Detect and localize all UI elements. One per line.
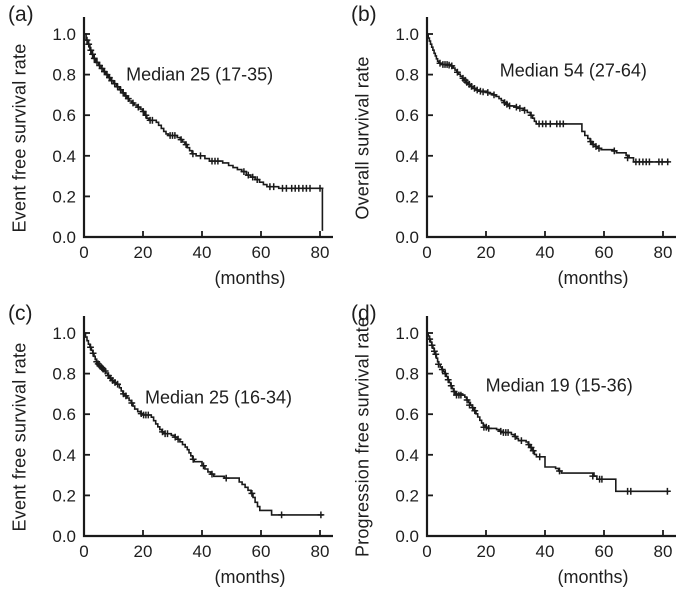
x-tick-label: 60: [595, 542, 614, 561]
censor-marks: [87, 343, 325, 519]
y-tick-label: 0.0: [395, 228, 419, 247]
axes: [82, 17, 333, 239]
panel-label: (a): [8, 3, 34, 26]
x-axis-title: (months): [214, 567, 286, 587]
median-annotation: Median 25 (17-35): [126, 64, 274, 85]
km-plot-a: 0.0 0.2 0.4 0.6 0.8 1.0 0 20 40 60 80: [52, 17, 333, 262]
y-tick-label: 0.4: [52, 147, 76, 166]
y-tick-label: 0.2: [52, 486, 76, 505]
y-axis-title: Event free survival rate: [9, 43, 30, 233]
x-tick-label: 40: [536, 243, 555, 262]
y-tick-label: 0.8: [52, 365, 76, 384]
x-tick-label: 20: [477, 243, 496, 262]
censor-marks: [436, 59, 672, 166]
x-tick-label: 0: [79, 542, 88, 561]
y-axis-title: Progression free survival rate: [352, 316, 373, 558]
x-tick-label: 60: [252, 243, 271, 262]
median-annotation: Median 19 (15-36): [485, 375, 633, 396]
y-tick-label: 0.2: [52, 187, 76, 206]
x-tick-label: 80: [654, 243, 673, 262]
y-tick-label: 0.2: [395, 187, 419, 206]
y-tick-label: 0.8: [395, 66, 419, 85]
survival-curve: [84, 332, 323, 516]
x-tick-label: 60: [595, 243, 614, 262]
axes: [425, 17, 676, 239]
y-tick-label: 0.6: [52, 106, 76, 125]
y-tick-label: 0.4: [395, 446, 419, 465]
x-tick-label: 0: [422, 542, 431, 561]
y-tick-label: 1.0: [52, 25, 76, 44]
y-tick-label: 0.6: [52, 405, 76, 424]
panel-label: (d): [351, 302, 377, 325]
km-plot-d: 0.0 0.2 0.4 0.6 0.8 1.0 0 20 40 60 80: [395, 316, 676, 561]
x-axis-title: (months): [557, 268, 629, 288]
panel-c: 0.0 0.2 0.4 0.6 0.8 1.0 0 20 40 60 80 (c) Event fr…: [0, 299, 342, 598]
y-tick-label: 0.0: [52, 228, 76, 247]
y-tick-label: 0.8: [395, 365, 419, 384]
y-tick-label: 1.0: [395, 324, 419, 343]
x-tick-label: 80: [311, 542, 330, 561]
y-axis-title: Overall survival rate: [352, 56, 373, 220]
y-tick-label: 0.0: [52, 527, 76, 546]
x-tick-label: 20: [477, 542, 496, 561]
y-tick-label: 0.6: [395, 106, 419, 125]
censor-marks: [83, 36, 324, 192]
x-tick-label: 40: [193, 243, 212, 262]
censor-marks: [426, 335, 671, 495]
x-tick-label: 20: [134, 542, 153, 561]
x-tick-label: 40: [193, 542, 212, 561]
y-tick-label: 0.2: [395, 486, 419, 505]
panel-d: 0.0 0.2 0.4 0.6 0.8 1.0 0 20 40 60 80 (d) Progress…: [343, 299, 685, 598]
y-axis-title: Event free survival rate: [9, 342, 30, 532]
axes: [82, 316, 333, 538]
survival-curve: [427, 33, 669, 163]
y-tick-label: 1.0: [52, 324, 76, 343]
x-tick-label: 60: [252, 542, 271, 561]
km-plot-c: 0.0 0.2 0.4 0.6 0.8 1.0 0 20 40 60 80: [52, 316, 333, 561]
y-tick-label: 0.8: [52, 66, 76, 85]
x-tick-label: 80: [311, 243, 330, 262]
panel-b: 0.0 0.2 0.4 0.6 0.8 1.0 0 20 40 60 80 (b) Overall …: [343, 0, 685, 299]
y-tick-label: 0.4: [395, 147, 419, 166]
y-tick-label: 0.4: [52, 446, 76, 465]
median-annotation: Median 25 (16-34): [144, 387, 293, 408]
x-axis-title: (months): [557, 567, 629, 587]
x-tick-label: 80: [654, 542, 673, 561]
y-tick-label: 1.0: [395, 25, 419, 44]
panel-a: 0.0 0.2 0.4 0.6 0.8 1.0 0 20 40 60 80 (a) Event fr…: [0, 0, 342, 299]
x-axis-title: (months): [214, 268, 286, 288]
y-tick-label: 0.0: [395, 527, 419, 546]
survival-curve: [427, 332, 669, 493]
x-tick-label: 0: [422, 243, 431, 262]
panel-label: (c): [8, 302, 33, 325]
x-tick-label: 0: [79, 243, 88, 262]
median-annotation: Median 54 (27-64): [499, 60, 647, 81]
axes: [425, 316, 676, 538]
x-tick-label: 20: [134, 243, 153, 262]
km-plot-b: 0.0 0.2 0.4 0.6 0.8 1.0 0 20 40 60 80: [395, 17, 676, 262]
x-tick-label: 40: [536, 542, 555, 561]
panel-label: (b): [351, 3, 377, 26]
y-tick-label: 0.6: [395, 405, 419, 424]
